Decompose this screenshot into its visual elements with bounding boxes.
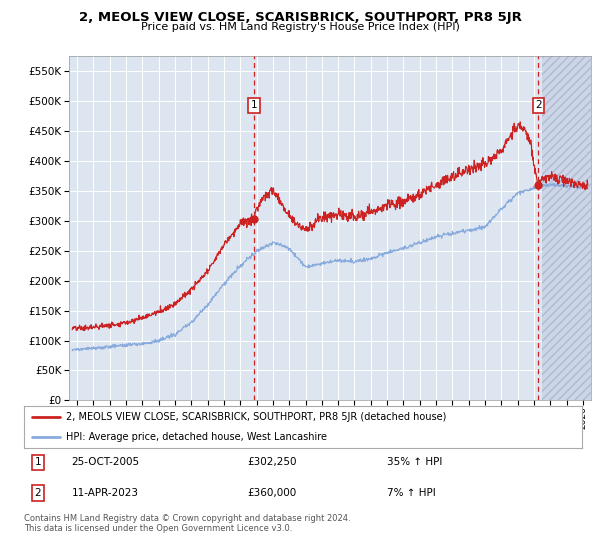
Text: Price paid vs. HM Land Registry's House Price Index (HPI): Price paid vs. HM Land Registry's House … — [140, 22, 460, 32]
Text: 2: 2 — [535, 100, 542, 110]
Text: 1: 1 — [35, 457, 41, 467]
Text: 7% ↑ HPI: 7% ↑ HPI — [387, 488, 436, 498]
Text: HPI: Average price, detached house, West Lancashire: HPI: Average price, detached house, West… — [66, 432, 327, 442]
Text: £360,000: £360,000 — [247, 488, 296, 498]
Text: 11-APR-2023: 11-APR-2023 — [71, 488, 139, 498]
Text: 35% ↑ HPI: 35% ↑ HPI — [387, 457, 442, 467]
Text: Contains HM Land Registry data © Crown copyright and database right 2024.
This d: Contains HM Land Registry data © Crown c… — [24, 514, 350, 534]
Bar — [542, 56, 591, 400]
Text: 2: 2 — [35, 488, 41, 498]
Text: 2, MEOLS VIEW CLOSE, SCARISBRICK, SOUTHPORT, PR8 5JR (detached house): 2, MEOLS VIEW CLOSE, SCARISBRICK, SOUTHP… — [66, 412, 446, 422]
Text: 2, MEOLS VIEW CLOSE, SCARISBRICK, SOUTHPORT, PR8 5JR: 2, MEOLS VIEW CLOSE, SCARISBRICK, SOUTHP… — [79, 11, 521, 24]
Text: 1: 1 — [250, 100, 257, 110]
Text: £302,250: £302,250 — [247, 457, 297, 467]
Text: 25-OCT-2005: 25-OCT-2005 — [71, 457, 140, 467]
